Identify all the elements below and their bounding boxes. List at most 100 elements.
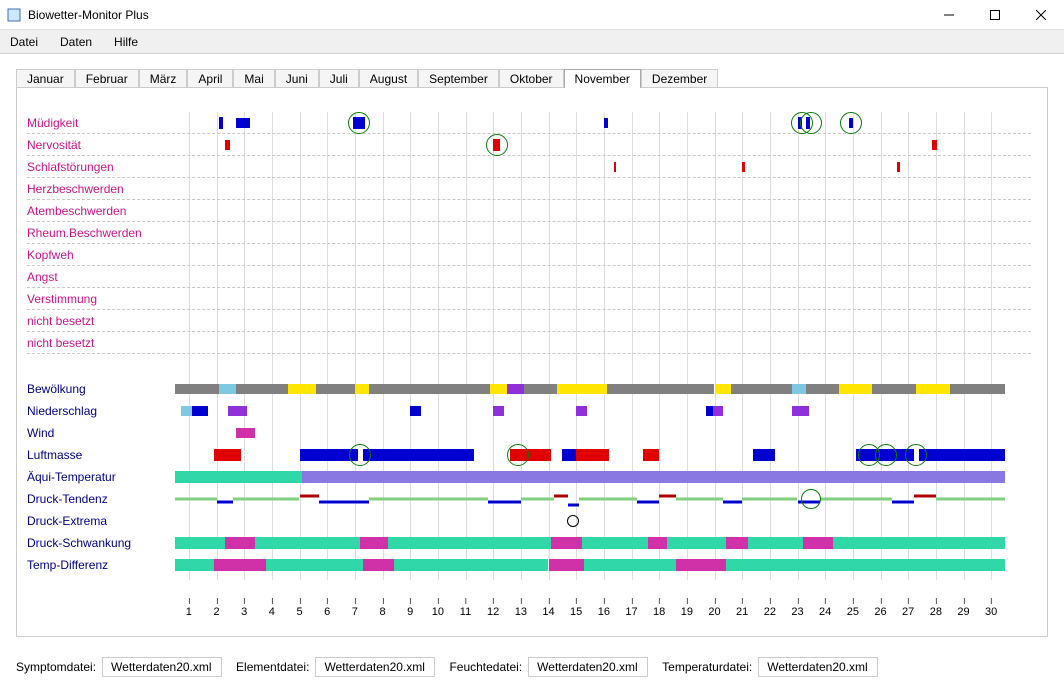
param-bar <box>806 384 839 394</box>
param-bar <box>175 537 225 549</box>
param-bar <box>233 498 299 501</box>
param-bar <box>507 384 524 394</box>
param-bar <box>919 449 1005 461</box>
param-bar <box>488 501 521 504</box>
param-bar <box>803 537 833 549</box>
param-bar <box>493 406 504 416</box>
tab-september[interactable]: September <box>418 69 499 88</box>
axis-tick: 27 <box>902 606 914 618</box>
row-track <box>175 310 1031 331</box>
param-bar <box>549 559 585 571</box>
row-label: Niederschlag <box>27 404 97 418</box>
axis-tick: 30 <box>985 606 997 618</box>
tab-juli[interactable]: Juli <box>319 69 359 88</box>
row-label: Druck-Schwankung <box>27 536 131 550</box>
tab-juni[interactable]: Juni <box>275 69 319 88</box>
row-track <box>175 156 1031 177</box>
chart-row: Bewölkung <box>27 378 1031 400</box>
row-track <box>175 554 1031 576</box>
param-bar <box>551 537 581 549</box>
axis-tick: 2 <box>213 606 219 618</box>
statusbar: Symptomdatei:Wetterdaten20.xmlElementdat… <box>16 657 1048 677</box>
param-bar <box>521 498 554 501</box>
param-bar <box>914 495 936 498</box>
tab-januar[interactable]: Januar <box>16 69 75 88</box>
tab-oktober[interactable]: Oktober <box>499 69 564 88</box>
row-track <box>175 378 1031 400</box>
param-bar <box>300 495 319 498</box>
row-label: Luftmasse <box>27 448 82 462</box>
content-area: JanuarFebruarMärzAprilMaiJuniJuliAugustS… <box>0 54 1064 637</box>
row-track <box>175 510 1031 532</box>
highlight-circle <box>348 112 370 134</box>
param-bar <box>726 559 1005 571</box>
axis-tick: 19 <box>681 606 693 618</box>
param-bar <box>175 559 214 571</box>
maximize-button[interactable] <box>972 0 1018 30</box>
param-bar <box>568 504 579 507</box>
param-bar <box>872 384 916 394</box>
axis-tick: 8 <box>379 606 385 618</box>
status-label: Feuchtedatei: <box>449 660 522 674</box>
param-bar <box>557 384 607 394</box>
tab-august[interactable]: August <box>359 69 418 88</box>
chart-row: Druck-Tendenz <box>27 488 1031 510</box>
axis-tick: 14 <box>542 606 554 618</box>
status-value: Wetterdaten20.xml <box>528 657 648 677</box>
app-icon <box>6 7 22 23</box>
chart-row: Atembeschwerden <box>27 200 1031 222</box>
status-value: Wetterdaten20.xml <box>315 657 435 677</box>
row-label: Temp-Differenz <box>27 558 108 572</box>
row-label: Druck-Tendenz <box>27 492 108 506</box>
symptom-bar <box>897 162 900 172</box>
chart-row: Luftmasse <box>27 444 1031 466</box>
row-label: Rheum.Beschwerden <box>27 226 142 240</box>
menu-datei[interactable]: Datei <box>10 35 38 49</box>
tab-april[interactable]: April <box>187 69 233 88</box>
axis-tick: 24 <box>819 606 831 618</box>
tab-märz[interactable]: März <box>139 69 188 88</box>
axis-tick: 5 <box>296 606 302 618</box>
menu-daten[interactable]: Daten <box>60 35 92 49</box>
row-label: Angst <box>27 270 58 284</box>
param-bar <box>748 537 803 549</box>
highlight-circle <box>800 112 822 134</box>
tab-februar[interactable]: Februar <box>75 69 139 88</box>
param-bar <box>524 384 557 394</box>
status-label: Temperaturdatei: <box>662 660 752 674</box>
tab-dezember[interactable]: Dezember <box>641 69 718 88</box>
row-label: Schlafstörungen <box>27 160 114 174</box>
param-bar <box>833 537 1005 549</box>
minimize-button[interactable] <box>926 0 972 30</box>
highlight-circle <box>507 444 529 466</box>
symptom-bar <box>236 118 250 128</box>
menu-hilfe[interactable]: Hilfe <box>114 35 138 49</box>
param-bar <box>360 537 388 549</box>
axis-tick: 12 <box>487 606 499 618</box>
close-button[interactable] <box>1018 0 1064 30</box>
symptom-bar <box>604 118 608 128</box>
highlight-circle <box>486 134 508 156</box>
axis-tick: 20 <box>708 606 720 618</box>
row-label: nicht besetzt <box>27 314 94 328</box>
row-label: Müdigkeit <box>27 116 78 130</box>
tab-november[interactable]: November <box>564 69 641 88</box>
tab-mai[interactable]: Mai <box>233 69 274 88</box>
chart-row: Temp-Differenz <box>27 554 1031 576</box>
row-track <box>175 488 1031 510</box>
param-bar <box>255 537 360 549</box>
row-label: Herzbeschwerden <box>27 182 124 196</box>
row-label: Druck-Extrema <box>27 514 107 528</box>
param-bar <box>181 406 192 416</box>
param-bar <box>490 384 507 394</box>
row-track <box>175 400 1031 422</box>
chart-row: Nervosität <box>27 134 1031 156</box>
row-track <box>175 332 1031 353</box>
status-value: Wetterdaten20.xml <box>758 657 878 677</box>
param-bar <box>319 501 369 504</box>
param-bar <box>266 559 363 571</box>
row-label: Atembeschwerden <box>27 204 126 218</box>
param-bar <box>676 498 723 501</box>
row-track <box>175 466 1031 488</box>
month-tabs: JanuarFebruarMärzAprilMaiJuniJuliAugustS… <box>16 68 1048 87</box>
